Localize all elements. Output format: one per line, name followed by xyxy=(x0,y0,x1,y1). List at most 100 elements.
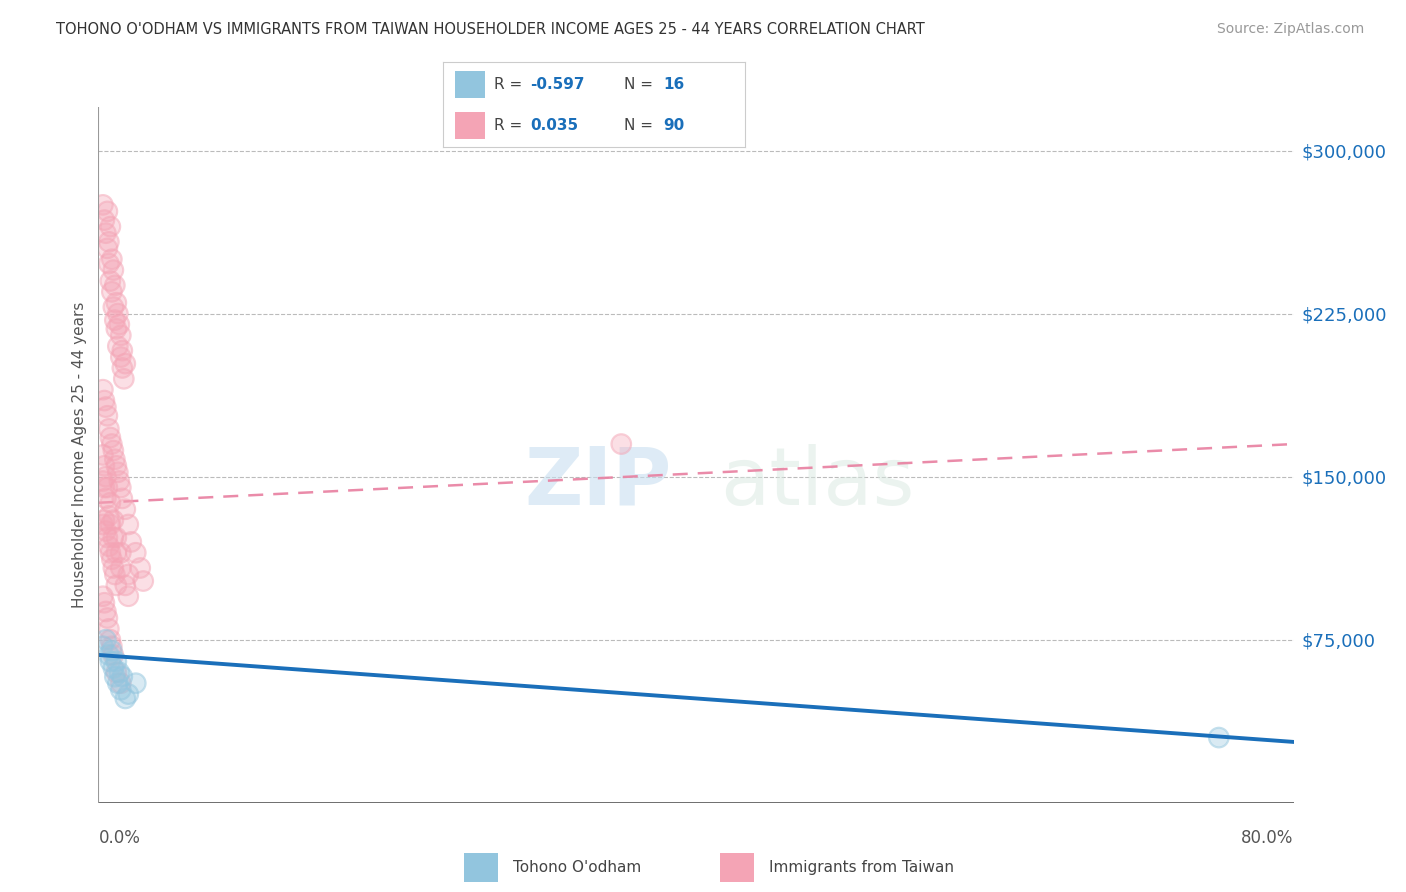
Point xyxy=(104,567,127,582)
Point xyxy=(125,546,148,560)
Point xyxy=(104,670,127,684)
Text: N =: N = xyxy=(624,77,658,92)
Point xyxy=(100,632,122,647)
Text: R =: R = xyxy=(495,77,527,92)
Point xyxy=(100,546,122,560)
Point xyxy=(100,655,122,669)
Point xyxy=(103,661,125,675)
Point xyxy=(117,567,139,582)
Point xyxy=(610,437,633,451)
Point xyxy=(1208,731,1230,745)
Point xyxy=(107,339,129,353)
Point xyxy=(94,605,117,619)
Text: atlas: atlas xyxy=(720,443,914,522)
Point xyxy=(91,448,114,462)
Point xyxy=(112,372,135,386)
Point xyxy=(93,213,115,227)
Text: -0.597: -0.597 xyxy=(530,77,585,92)
Point xyxy=(100,546,122,560)
Point xyxy=(105,665,128,680)
Point xyxy=(97,257,120,271)
Point xyxy=(110,328,132,343)
Point xyxy=(108,318,131,332)
Point xyxy=(96,204,118,219)
Point xyxy=(93,393,115,408)
Point xyxy=(114,502,136,516)
Point xyxy=(97,622,120,636)
Text: Tohono O'odham: Tohono O'odham xyxy=(513,860,641,875)
Point xyxy=(93,393,115,408)
Point xyxy=(105,655,128,669)
Point xyxy=(117,567,139,582)
Point xyxy=(103,443,125,458)
Point xyxy=(120,535,142,549)
Point xyxy=(114,502,136,516)
Point xyxy=(100,219,122,234)
Point xyxy=(107,307,129,321)
Point xyxy=(94,226,117,240)
Point xyxy=(94,491,117,506)
Point xyxy=(94,632,117,647)
Point xyxy=(94,400,117,414)
Point xyxy=(101,285,124,299)
Point xyxy=(110,546,132,560)
Point xyxy=(105,458,128,473)
Point xyxy=(111,670,134,684)
Point xyxy=(114,578,136,592)
Point xyxy=(91,517,114,532)
Point xyxy=(103,443,125,458)
Point xyxy=(100,274,122,288)
Point xyxy=(94,400,117,414)
Text: 90: 90 xyxy=(664,118,685,133)
Point xyxy=(101,552,124,566)
Point xyxy=(94,469,117,483)
Point xyxy=(96,611,118,625)
Point xyxy=(110,546,132,560)
Bar xyxy=(456,71,485,98)
Point xyxy=(97,257,120,271)
Point xyxy=(93,213,115,227)
Point xyxy=(110,561,132,575)
Point xyxy=(97,648,120,662)
Point xyxy=(93,481,115,495)
Point xyxy=(96,241,118,255)
Point xyxy=(132,574,155,588)
Point xyxy=(107,307,129,321)
Text: N =: N = xyxy=(624,118,658,133)
Point xyxy=(104,278,127,293)
Point xyxy=(97,422,120,436)
Point xyxy=(117,687,139,701)
Point xyxy=(112,372,135,386)
Bar xyxy=(720,854,754,881)
Point xyxy=(108,318,131,332)
Point xyxy=(111,491,134,506)
Point xyxy=(105,531,128,545)
Point xyxy=(105,546,128,560)
Point xyxy=(91,517,114,532)
Point xyxy=(93,458,115,473)
Point xyxy=(97,508,120,523)
Point xyxy=(105,665,128,680)
Point xyxy=(94,469,117,483)
Point xyxy=(91,448,114,462)
Point xyxy=(101,437,124,451)
Point xyxy=(111,491,134,506)
Point xyxy=(103,561,125,575)
Point xyxy=(110,676,132,690)
Point xyxy=(100,517,122,532)
Point xyxy=(93,513,115,527)
Point xyxy=(91,198,114,212)
Point xyxy=(103,513,125,527)
Text: R =: R = xyxy=(495,118,527,133)
Point xyxy=(107,676,129,690)
Point xyxy=(104,313,127,327)
Point xyxy=(100,431,122,445)
Point xyxy=(101,643,124,657)
Point xyxy=(97,539,120,553)
Point xyxy=(110,328,132,343)
Point xyxy=(101,639,124,653)
Point xyxy=(103,661,125,675)
Point xyxy=(111,343,134,358)
Point xyxy=(111,670,134,684)
Point xyxy=(104,567,127,582)
